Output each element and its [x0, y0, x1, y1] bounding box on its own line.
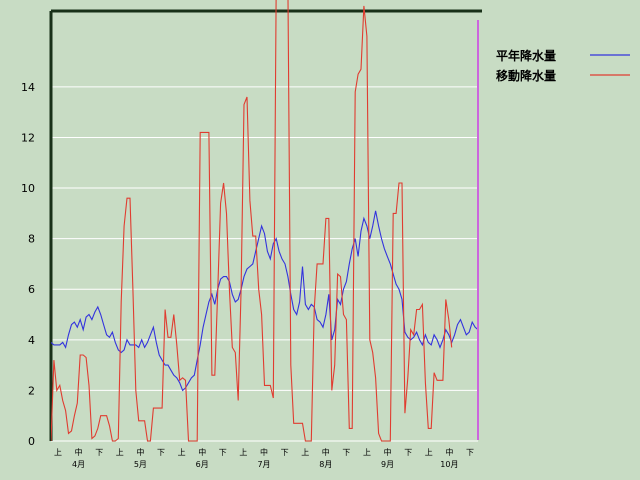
y-tick-label: 4	[28, 334, 35, 347]
x-tick-label-period: 下	[95, 448, 103, 457]
x-tick-label-period: 上	[363, 448, 371, 457]
series-line-moving	[51, 0, 453, 442]
x-tick-label-period: 中	[75, 447, 83, 457]
x-tick-label-period: 上	[239, 448, 247, 457]
y-tick-label: 0	[28, 435, 35, 448]
legend-label-moving: 移動降水量	[496, 68, 556, 83]
x-tick-label-period: 下	[219, 448, 227, 457]
x-tick-label-period: 上	[301, 448, 309, 457]
y-tick-label: 12	[21, 131, 35, 144]
x-tick-label-period: 下	[342, 448, 350, 457]
legend-label-average: 平年降水量	[496, 48, 556, 63]
y-axis-tick-labels: 0 2 4 6 8 10 12 14	[21, 81, 35, 448]
y-tick-label: 6	[28, 283, 35, 296]
x-tick-label-period: 中	[260, 447, 268, 457]
x-tick-label-month: 9月	[381, 460, 394, 469]
x-tick-label-month: 6月	[196, 460, 209, 469]
x-tick-label-month: 8月	[319, 460, 332, 469]
x-tick-label-period: 中	[136, 447, 144, 457]
x-tick-label-period: 中	[322, 447, 330, 457]
legend: 平年降水量 移動降水量	[496, 48, 630, 83]
x-tick-label-month: 7月	[257, 460, 270, 469]
grid-lines	[51, 86, 478, 442]
x-tick-label-period: 下	[466, 448, 474, 457]
x-tick-label-period: 上	[54, 448, 62, 457]
series-line-average	[51, 210, 479, 392]
x-tick-label-period: 下	[157, 448, 165, 457]
x-tick-label-month: 5月	[134, 460, 147, 469]
x-tick-label-period: 上	[178, 448, 186, 457]
series-layer	[51, 0, 479, 442]
x-tick-label-month: 10月	[440, 460, 458, 469]
x-tick-label-period: 上	[425, 448, 433, 457]
x-tick-label-period: 中	[198, 447, 206, 457]
x-tick-label-month: 4月	[72, 460, 85, 469]
x-axis-tick-labels: 上 中 下 4月 上 中 下 5月 上 中 下 6月 上 中 下 7月 上 中 下 8月 上 中 下 9月 上 中 下 10月	[54, 447, 474, 469]
y-tick-label: 10	[21, 182, 35, 195]
y-tick-label: 2	[28, 384, 35, 397]
x-tick-label-period: 下	[281, 448, 289, 457]
x-tick-label-period: 中	[384, 447, 392, 457]
y-tick-label: 14	[21, 81, 35, 94]
y-tick-label: 8	[28, 233, 35, 246]
x-tick-label-period: 中	[445, 447, 453, 457]
x-tick-label-period: 下	[404, 448, 412, 457]
x-tick-label-period: 上	[116, 448, 124, 457]
